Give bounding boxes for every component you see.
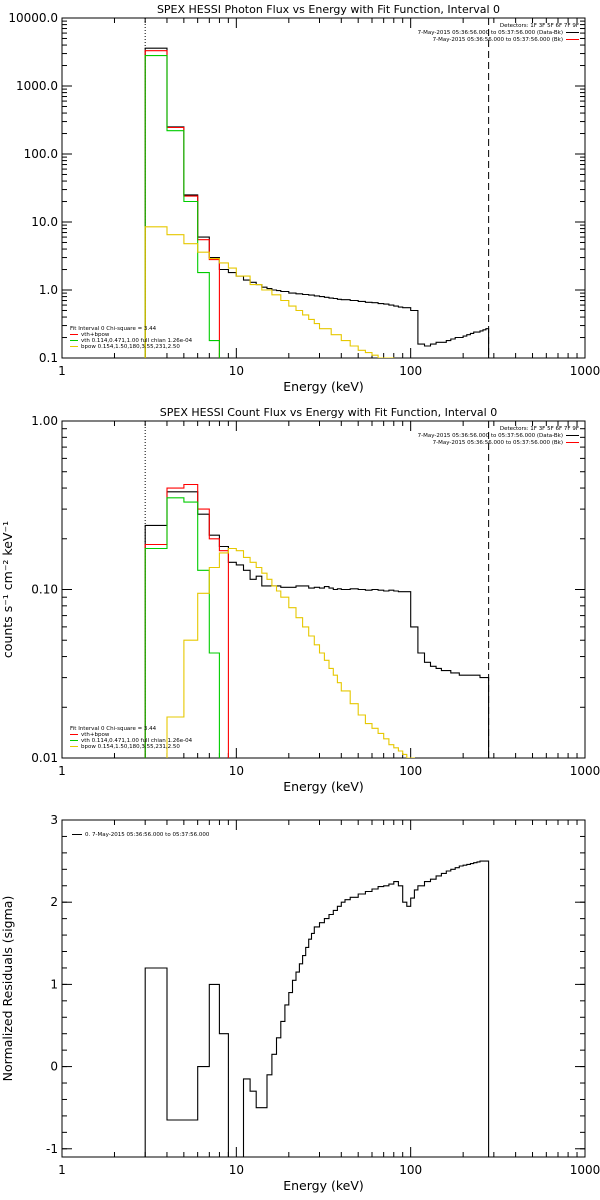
detectors-label: Detectors: 1F 3F 5F 6F 7F 9F xyxy=(500,23,579,29)
photon-flux-panel: SPEX HESSI Photon Flux vs Energy with Fi… xyxy=(8,3,600,394)
y-tick-label: 1000.0 xyxy=(16,79,58,93)
legend-item-0: vth+bpow xyxy=(81,332,110,338)
y-tick-label: 0.10 xyxy=(31,583,58,597)
data-series-group xyxy=(144,483,490,758)
y-tick-label: 0.1 xyxy=(39,351,58,365)
data-series-group xyxy=(144,47,490,358)
legend-header: Fit Interval 0 Chi-square = 3.44 xyxy=(70,726,157,732)
y-tick-label: 10.0 xyxy=(31,215,58,229)
plot-frame xyxy=(61,420,586,759)
series-0-line xyxy=(144,860,490,1157)
y-axis-label: counts s⁻¹ cm⁻² keV⁻¹ xyxy=(0,521,15,658)
legend-item-1: vth 0.114,0.471,1.00 full chian 1.26e-04 xyxy=(81,738,193,744)
detectors-label: Detectors: 1F 3F 5F 6F 7F 9F xyxy=(500,426,579,432)
legend-item-0: vth+bpow xyxy=(81,732,110,738)
x-tick-label: 1 xyxy=(58,1163,66,1177)
x-tick-label: 1 xyxy=(58,364,66,378)
y-tick-label: 100.0 xyxy=(24,147,58,161)
chart-title: SPEX HESSI Count Flux vs Energy with Fit… xyxy=(160,406,497,419)
x-tick-label: 100 xyxy=(399,1163,422,1177)
series-1-line xyxy=(144,50,220,358)
y-tick-label: 0.01 xyxy=(31,751,58,765)
data-series-group xyxy=(144,860,490,1157)
series-3-line xyxy=(166,547,415,758)
info-line-2: 7-May-2015 05:36:56.000 to 05:37:56.000 … xyxy=(433,440,563,446)
info-line-1: 7-May-2015 05:36:56.000 to 05:37:56.000 … xyxy=(418,30,563,36)
series-0-line xyxy=(144,47,490,358)
y-tick-label: 1.00 xyxy=(31,414,58,428)
residuals-panel: 1 10 100 1000 -1 0 1 2 3 Energy (keV) Normalized R… xyxy=(0,813,600,1193)
x-tick-label: 1 xyxy=(58,764,66,778)
x-tick-label: 100 xyxy=(399,764,422,778)
y-tick-label: 1 xyxy=(50,977,58,991)
y-axis-label: Normalized Residuals (sigma) xyxy=(0,896,15,1082)
x-tick-label: 10 xyxy=(229,764,244,778)
legend-header: Fit Interval 0 Chi-square = 3.44 xyxy=(70,326,157,332)
x-tick-label: 1000 xyxy=(570,364,600,378)
x-axis-label: Energy (keV) xyxy=(283,379,364,394)
legend-item-1: vth 0.114,0.471,1.00 full chian 1.26e-04 xyxy=(81,338,193,344)
y-tick-label: 2 xyxy=(50,895,58,909)
legend-item-2: bpow 0.154,1.50,180,3.55,231,2.50 xyxy=(81,744,180,750)
legend-item-2: bpow 0.154,1.50,180,3.55,231,2.50 xyxy=(81,344,180,350)
y-tick-label: 0 xyxy=(50,1060,58,1074)
x-tick-label: 10 xyxy=(229,364,244,378)
x-tick-label: 1000 xyxy=(570,764,600,778)
series-3-line xyxy=(144,226,395,358)
plot-frame xyxy=(61,17,586,359)
info-line-1: 7-May-2015 05:36:56.000 to 05:37:56.000 … xyxy=(418,433,563,439)
series-2-line xyxy=(144,55,220,358)
chart-title: SPEX HESSI Photon Flux vs Energy with Fi… xyxy=(157,3,500,16)
x-axis-label: Energy (keV) xyxy=(283,779,364,794)
series-2-line xyxy=(144,497,220,758)
legend-item-0: 0. 7-May-2015 05:36:56.000 to 05:37:56.0… xyxy=(85,832,210,838)
info-line-2: 7-May-2015 05:36:56.000 to 05:37:56.000 … xyxy=(433,37,563,43)
y-tick-label: 3 xyxy=(50,813,58,827)
x-tick-label: 10 xyxy=(229,1163,244,1177)
y-tick-label: -1 xyxy=(46,1142,58,1156)
x-tick-label: 100 xyxy=(399,364,422,378)
y-tick-label: 1.0 xyxy=(39,283,58,297)
x-tick-label: 1000 xyxy=(570,1163,600,1177)
x-axis-label: Energy (keV) xyxy=(283,1178,364,1193)
y-tick-label: 10000.0 xyxy=(8,11,58,25)
count-flux-panel: SPEX HESSI Count Flux vs Energy with Fit… xyxy=(0,406,600,794)
plot-frame xyxy=(61,819,586,1158)
series-0-line xyxy=(144,491,490,758)
